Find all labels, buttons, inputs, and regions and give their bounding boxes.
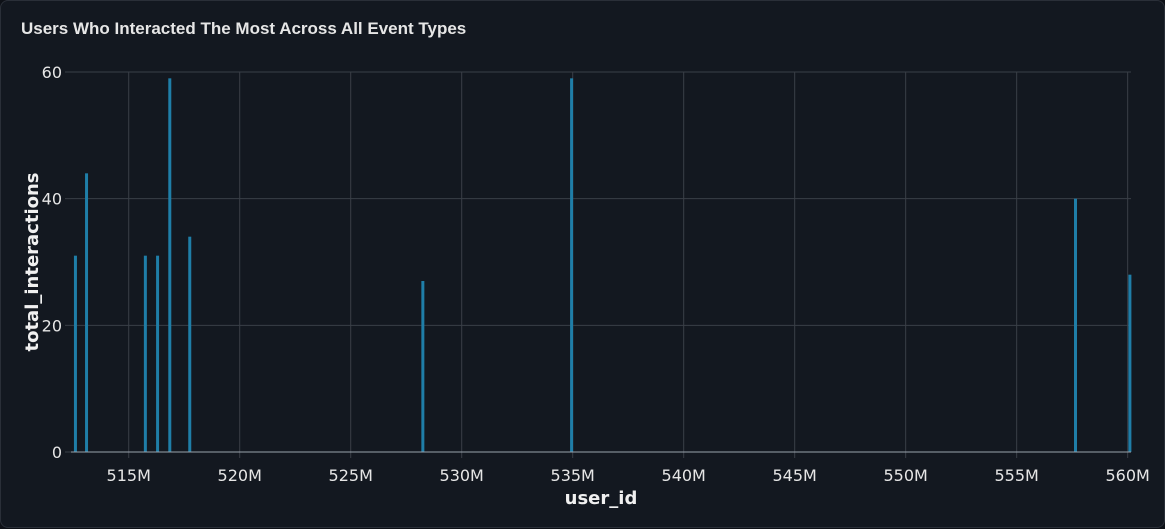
x-tick-label: 525M bbox=[329, 466, 373, 485]
y-tick-label: 0 bbox=[52, 443, 62, 462]
x-tick-label: 560M bbox=[1105, 466, 1149, 485]
bar bbox=[188, 236, 192, 452]
bar bbox=[73, 255, 77, 452]
x-tick-label: 535M bbox=[551, 466, 595, 485]
bar bbox=[168, 78, 172, 452]
x-tick-label: 540M bbox=[662, 466, 706, 485]
bar bbox=[570, 78, 574, 452]
y-tick-label: 40 bbox=[42, 190, 62, 209]
bar bbox=[156, 255, 160, 452]
x-tick-label: 555M bbox=[995, 466, 1039, 485]
y-axis-title: total_interactions bbox=[22, 172, 43, 351]
bar bbox=[1128, 274, 1132, 452]
bar bbox=[143, 255, 147, 452]
x-tick-label: 530M bbox=[440, 466, 484, 485]
x-tick-label: 520M bbox=[218, 466, 262, 485]
y-tick-label: 20 bbox=[42, 316, 62, 335]
x-tick-label: 550M bbox=[884, 466, 928, 485]
bar bbox=[1074, 198, 1077, 452]
bar bbox=[421, 281, 425, 452]
x-axis-title: user_id bbox=[565, 488, 638, 509]
bar bbox=[85, 173, 89, 452]
x-tick-label: 515M bbox=[107, 466, 151, 485]
x-tick-label: 545M bbox=[773, 466, 817, 485]
chart-title: Users Who Interacted The Most Across All… bbox=[21, 19, 467, 38]
y-tick-label: 60 bbox=[42, 63, 62, 82]
